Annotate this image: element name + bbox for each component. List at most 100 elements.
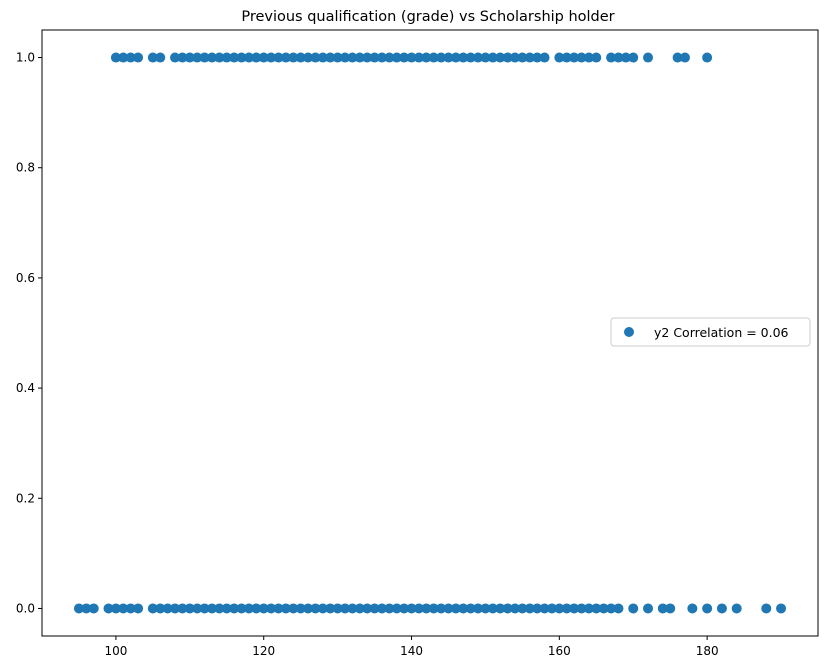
scatter-point [199, 603, 210, 614]
scatter-point [465, 52, 476, 63]
scatter-point [576, 52, 587, 63]
legend-box [610, 317, 811, 347]
scatter-point [184, 52, 195, 63]
scatter-point [125, 603, 136, 614]
scatter-point [554, 52, 565, 63]
scatter-point [731, 603, 742, 614]
scatter-point [118, 603, 129, 614]
scatter-point [384, 603, 395, 614]
scatter-point [450, 52, 461, 63]
scatter-point [413, 52, 424, 63]
scatter-point [133, 603, 144, 614]
scatter-point [295, 52, 306, 63]
scatter-point [192, 52, 203, 63]
scatter-point [266, 52, 277, 63]
scatter-point [317, 52, 328, 63]
scatter-point [118, 52, 129, 63]
scatter-point [362, 603, 373, 614]
scatter-point [458, 52, 469, 63]
scatter-point [155, 52, 166, 63]
scatter-point [509, 603, 520, 614]
y-tick-label: 0.0 [16, 601, 35, 615]
scatter-point [184, 603, 195, 614]
scatter-point [413, 603, 424, 614]
scatter-point [340, 52, 351, 63]
scatter-point [406, 52, 417, 63]
scatter-point [524, 52, 535, 63]
scatter-point [679, 52, 690, 63]
y-tick-label: 0.2 [16, 491, 35, 505]
scatter-point [532, 52, 543, 63]
scatter-point [539, 52, 550, 63]
scatter-point [288, 52, 299, 63]
y-tick-label: 0.4 [16, 381, 35, 395]
scatter-point [436, 603, 447, 614]
scatter-point [110, 603, 121, 614]
scatter-point [613, 603, 624, 614]
scatter-point [480, 603, 491, 614]
scatter-point [487, 603, 498, 614]
scatter-point [162, 603, 173, 614]
scatter-point [310, 52, 321, 63]
scatter-point [273, 52, 284, 63]
scatter-point [170, 52, 181, 63]
scatter-point [221, 603, 232, 614]
scatter-point [347, 603, 358, 614]
scatter-point [399, 603, 410, 614]
x-axis: 100 120 140 160 180 [104, 636, 719, 658]
scatter-point [687, 603, 698, 614]
scatter-point [657, 603, 668, 614]
scatter-point [258, 52, 269, 63]
scatter-point [495, 603, 506, 614]
scatter-point [325, 52, 336, 63]
scatter-point [221, 52, 232, 63]
scatter-point [591, 52, 602, 63]
scatter-point [672, 52, 683, 63]
y-tick-label: 0.8 [16, 161, 35, 175]
scatter-point [606, 52, 617, 63]
scatter-point [776, 603, 787, 614]
scatter-point [317, 603, 328, 614]
scatter-point [177, 52, 188, 63]
scatter-point [480, 52, 491, 63]
y-tick-label: 1.0 [16, 51, 35, 65]
scatter-point [450, 603, 461, 614]
scatter-point [288, 603, 299, 614]
scatter-point [147, 603, 158, 614]
scatter-point [199, 52, 210, 63]
scatter-point [376, 603, 387, 614]
x-tick-label: 180 [696, 644, 719, 658]
scatter-point [236, 603, 247, 614]
scatter-point [125, 52, 136, 63]
scatter-point [524, 603, 535, 614]
scatter-point [569, 603, 580, 614]
x-tick-label: 160 [548, 644, 571, 658]
scatter-point [266, 603, 277, 614]
scatter-point [236, 52, 247, 63]
scatter-point [539, 603, 550, 614]
scatter-point [554, 603, 565, 614]
scatter-point [206, 52, 217, 63]
scatter-point [606, 603, 617, 614]
x-tick-label: 140 [400, 644, 423, 658]
scatter-point [561, 603, 572, 614]
scatter-point [354, 52, 365, 63]
scatter-point [716, 603, 727, 614]
scatter-point [362, 52, 373, 63]
scatter-point [103, 603, 114, 614]
scatter-point [428, 603, 439, 614]
scatter-point [273, 603, 284, 614]
scatter-point [502, 603, 513, 614]
scatter-point [761, 603, 772, 614]
scatter-point [354, 603, 365, 614]
scatter-point [376, 52, 387, 63]
scatter-point [443, 52, 454, 63]
scatter-point [561, 52, 572, 63]
scatter-point [495, 52, 506, 63]
scatter-point [243, 52, 254, 63]
scatter-point [628, 603, 639, 614]
y-tick-label: 0.6 [16, 271, 35, 285]
scatter-point [532, 603, 543, 614]
x-tick-label: 120 [252, 644, 275, 658]
